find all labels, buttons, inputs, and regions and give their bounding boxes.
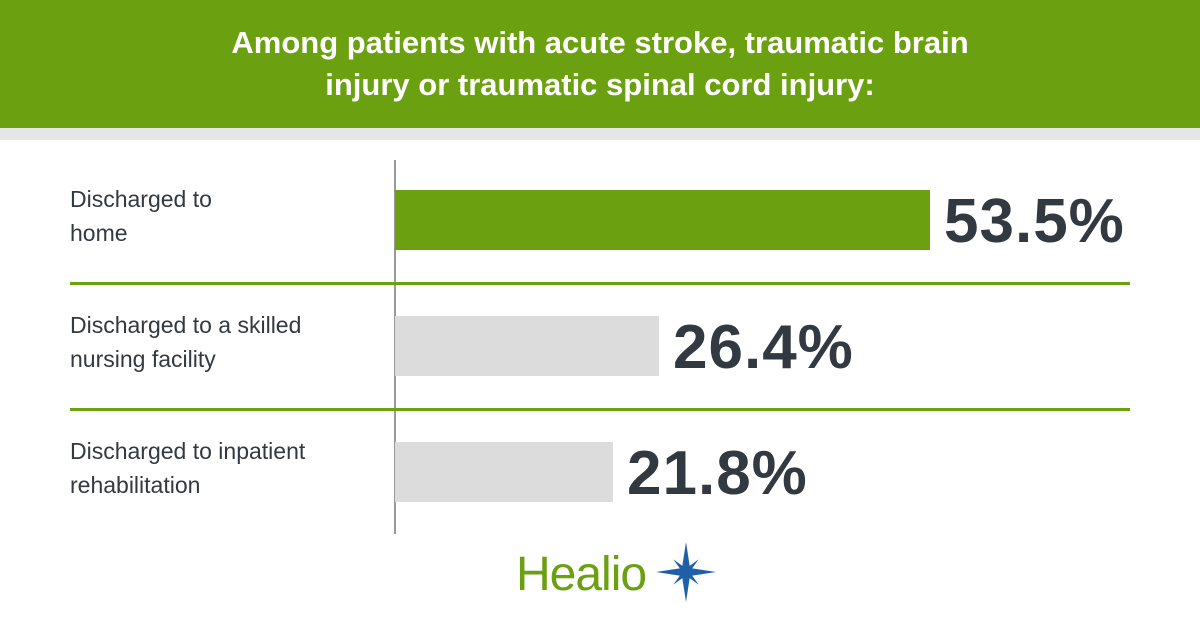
- star-icon: [656, 542, 716, 602]
- bar: [395, 190, 930, 250]
- logo-wordmark: Healio: [516, 548, 647, 601]
- header-banner: Among patients with acute stroke, trauma…: [0, 0, 1200, 128]
- row-divider: [70, 282, 1130, 285]
- category-label: Discharged to a skilled nursing facility: [70, 312, 302, 372]
- category-label: Discharged to home: [70, 186, 212, 246]
- value-label: 21.8%: [627, 439, 808, 508]
- header-shadow: [0, 128, 1200, 140]
- chart-title: Among patients with acute stroke, trauma…: [231, 25, 969, 102]
- value-label: 53.5%: [944, 187, 1125, 256]
- value-label: 26.4%: [673, 313, 854, 382]
- bar: [395, 316, 659, 376]
- row-divider: [70, 408, 1130, 411]
- bar-chart: Discharged to home 53.5% Discharged to a s…: [0, 140, 1200, 540]
- healio-logo: Healio: [516, 540, 716, 610]
- category-label: Discharged to inpatient rehabilitation: [70, 438, 306, 498]
- bar: [395, 442, 613, 502]
